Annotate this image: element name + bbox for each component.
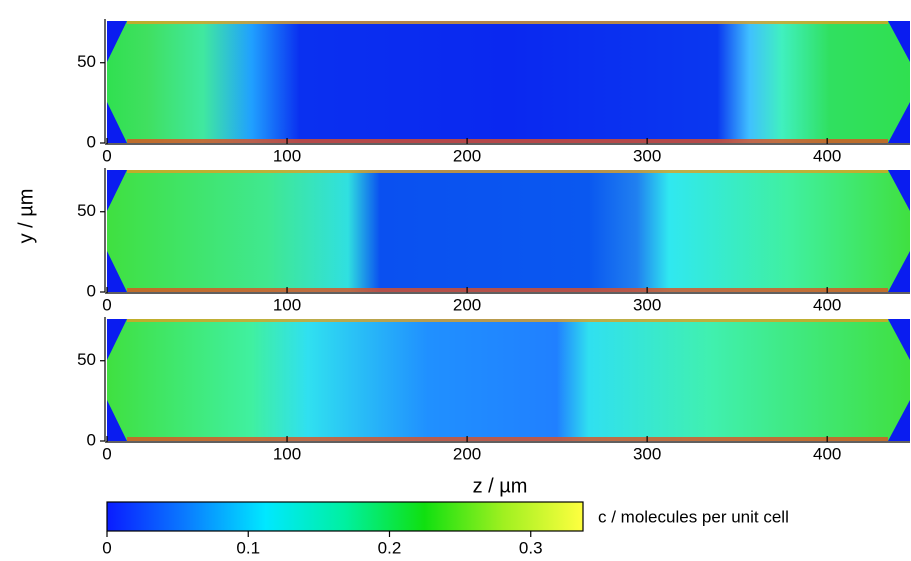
x-axis-label: z / µm	[473, 475, 528, 497]
y-tick-label: 50	[77, 350, 96, 369]
x-tick-label: 100	[273, 295, 301, 314]
y-tick-label: 50	[77, 201, 96, 220]
edge-band	[127, 319, 888, 322]
x-tick-label: 0	[102, 146, 111, 165]
y-tick-label: 0	[87, 430, 96, 449]
x-tick-label: 400	[813, 444, 841, 463]
x-tick-label: 200	[453, 295, 481, 314]
x-tick-label: 200	[453, 146, 481, 165]
edge-band	[127, 437, 888, 441]
colorbar-tick-label: 0.3	[519, 538, 543, 557]
x-tick-label: 400	[813, 295, 841, 314]
x-tick-label: 300	[633, 295, 661, 314]
colorbar-tick-label: 0	[102, 538, 111, 557]
colorbar-label: c / molecules per unit cell	[598, 507, 789, 526]
edge-band	[127, 21, 888, 24]
y-axis-label: y / µm	[15, 189, 37, 244]
x-tick-label: 200	[453, 444, 481, 463]
colorbar-tick-label: 0.1	[236, 538, 260, 557]
x-tick-label: 300	[633, 146, 661, 165]
x-tick-label: 400	[813, 146, 841, 165]
edge-band	[127, 139, 888, 143]
x-tick-label: 100	[273, 146, 301, 165]
edge-band	[127, 170, 888, 173]
heatmap-image	[107, 170, 910, 292]
y-tick-label: 50	[77, 52, 96, 71]
colorbar-tick-label: 0.2	[378, 538, 402, 557]
x-tick-label: 0	[102, 295, 111, 314]
x-tick-label: 300	[633, 444, 661, 463]
edge-band	[127, 288, 888, 292]
y-tick-label: 0	[87, 281, 96, 300]
heatmap-image	[107, 319, 910, 441]
x-tick-label: 100	[273, 444, 301, 463]
heatmap-image	[107, 21, 910, 143]
x-tick-label: 0	[102, 444, 111, 463]
colorbar	[106, 501, 584, 532]
y-tick-label: 0	[87, 132, 96, 151]
